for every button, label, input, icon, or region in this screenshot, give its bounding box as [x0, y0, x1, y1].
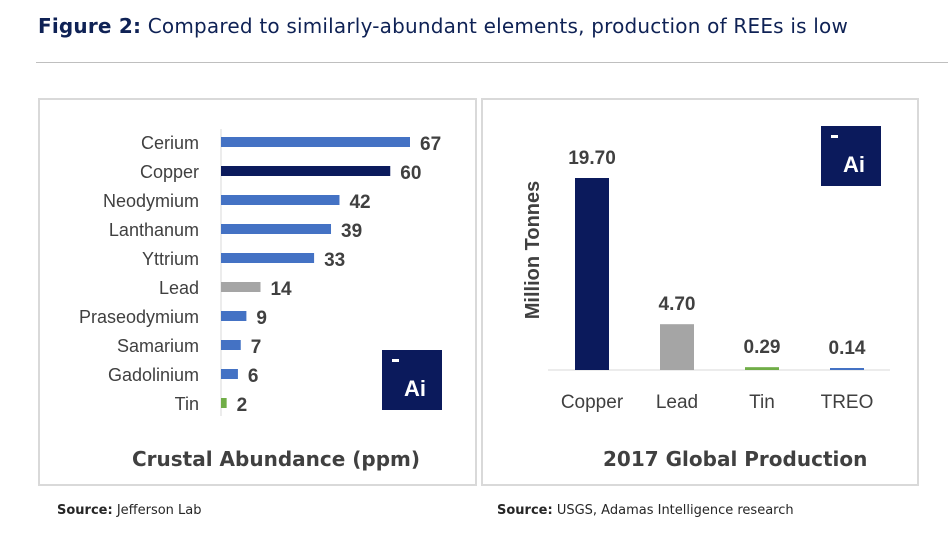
category-label: Tin [749, 392, 775, 413]
category-label: Tin [175, 394, 199, 414]
bar-neodymium [221, 195, 340, 205]
category-label: Gadolinium [108, 365, 199, 385]
category-label: Samarium [117, 336, 199, 356]
value-label: 67 [420, 134, 441, 155]
value-label: 0.29 [744, 337, 781, 358]
bar-tin [745, 367, 779, 370]
value-label: 4.70 [659, 294, 696, 315]
category-label: Cerium [141, 133, 199, 153]
value-label: 2 [237, 395, 248, 416]
category-label: Yttrium [142, 249, 199, 269]
value-label: 60 [400, 163, 421, 184]
value-label: 33 [324, 250, 345, 271]
divider [36, 62, 948, 63]
figure-label: Figure 2: [38, 14, 142, 38]
source-left: Source: Jefferson Lab [57, 503, 202, 518]
value-label: 0.14 [829, 338, 866, 359]
source-right: Source: USGS, Adamas Intelligence resear… [497, 503, 794, 518]
category-label: Lanthanum [109, 220, 199, 240]
adamas-logo: Ai [821, 126, 881, 186]
crustal-abundance-panel [38, 98, 477, 486]
bar-gadolinium [221, 369, 238, 379]
value-label: 14 [270, 279, 292, 300]
category-label: Praseodymium [79, 307, 199, 327]
bar-yttrium [221, 253, 315, 263]
value-label: 7 [251, 337, 262, 358]
value-label: 6 [248, 366, 259, 387]
bar-copper [575, 178, 609, 370]
y-axis-label: Million Tonnes [522, 181, 544, 320]
bar-samarium [221, 340, 241, 350]
chart-title-abundance: Crustal Abundance (ppm) [132, 447, 421, 471]
bar-treo [830, 368, 864, 370]
figure-title: Figure 2: Compared to similarly-abundant… [38, 14, 848, 38]
global-production-panel [481, 98, 919, 486]
bar-lanthanum [221, 224, 332, 234]
category-label: Lead [159, 278, 199, 298]
category-label: Lead [656, 392, 698, 413]
bar-copper [221, 166, 391, 176]
figure-title-text: Compared to similarly-abundant elements,… [147, 14, 849, 38]
adamas-logo: Ai [382, 350, 442, 410]
category-label: Copper [561, 392, 624, 413]
category-label: Copper [140, 162, 199, 182]
bar-lead [221, 282, 261, 292]
value-label: 9 [256, 308, 267, 329]
category-label: Neodymium [103, 191, 199, 211]
bar-praseodymium [221, 311, 247, 321]
bar-lead [660, 324, 694, 370]
bar-tin [221, 398, 227, 408]
bar-cerium [221, 137, 410, 147]
value-label: 19.70 [568, 148, 616, 169]
value-label: 39 [341, 221, 362, 242]
chart-title-production: 2017 Global Production [603, 447, 868, 471]
category-label: TREO [821, 392, 874, 413]
value-label: 42 [349, 192, 370, 213]
